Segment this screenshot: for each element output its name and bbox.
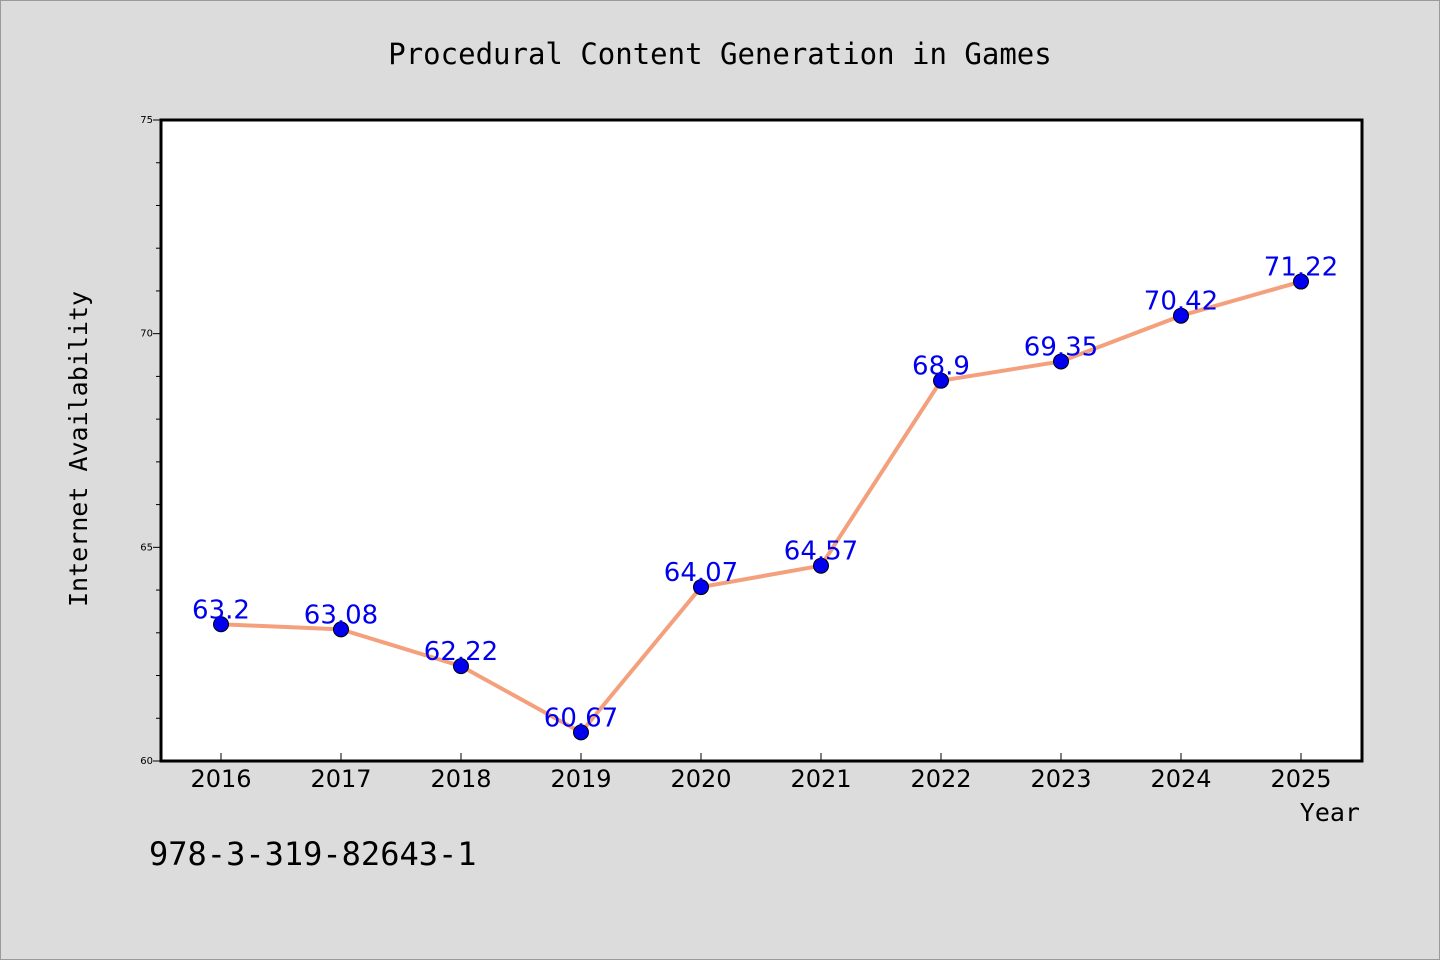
series-line <box>220 279 1302 735</box>
plot-area <box>159 118 1364 763</box>
chart-title: Procedural Content Generation in Games <box>388 37 1051 71</box>
y-axis-ticks: 60 65 70 75 <box>140 115 161 767</box>
data-label: 71.22 <box>1264 253 1338 283</box>
data-label: 64.07 <box>664 558 738 588</box>
data-label: 63.08 <box>304 600 378 630</box>
data-point-marker <box>1293 273 1309 290</box>
data-labels-group: 63.2 63.08 62.22 60.67 64.07 64.57 68.9 69.35 70… <box>192 253 1338 734</box>
data-point-marker <box>453 658 469 675</box>
y-tick-label: 70 <box>140 329 153 340</box>
data-label: 69.35 <box>1024 332 1098 362</box>
x-tick-label: 2016 <box>190 765 251 793</box>
x-axis-label: Year <box>1300 798 1360 827</box>
y-tick-label: 75 <box>140 115 153 126</box>
isbn-code-text: 978-3-319-82643-1 <box>149 835 477 873</box>
data-point-marker <box>933 372 949 389</box>
series-line-group <box>220 279 1302 735</box>
x-tick-label: 2023 <box>1030 765 1091 793</box>
data-label: 70.42 <box>1144 287 1218 317</box>
data-point-marker <box>213 616 229 633</box>
x-tick-label: 2020 <box>670 765 731 793</box>
data-point-marker <box>333 621 349 638</box>
data-point-marker <box>693 579 709 596</box>
y-tick-label: 65 <box>140 542 153 553</box>
x-tick-label: 2018 <box>430 765 491 793</box>
data-label: 68.9 <box>912 352 970 382</box>
x-tick-label: 2021 <box>790 765 851 793</box>
data-point-marker <box>813 557 829 574</box>
data-point-marker <box>573 724 589 741</box>
data-point-marker <box>1053 353 1069 370</box>
data-point-marker <box>1173 307 1189 324</box>
data-label: 62.22 <box>424 637 498 667</box>
y-tick-label: 60 <box>140 756 153 767</box>
data-label: 63.2 <box>192 595 250 625</box>
data-label: 64.57 <box>784 537 858 567</box>
y-axis-label: Internet Availability <box>64 291 93 607</box>
data-label: 60.67 <box>544 703 618 733</box>
series-markers-group <box>213 273 1309 741</box>
x-tick-label: 2025 <box>1270 765 1331 793</box>
x-tick-label: 2024 <box>1150 765 1211 793</box>
x-tick-label: 2019 <box>550 765 611 793</box>
x-tick-label: 2017 <box>310 765 371 793</box>
x-tick-label: 2022 <box>910 765 971 793</box>
x-axis-ticks: 2016 2017 2018 2019 2020 2021 2022 2023 2024 2025 <box>190 753 1332 793</box>
